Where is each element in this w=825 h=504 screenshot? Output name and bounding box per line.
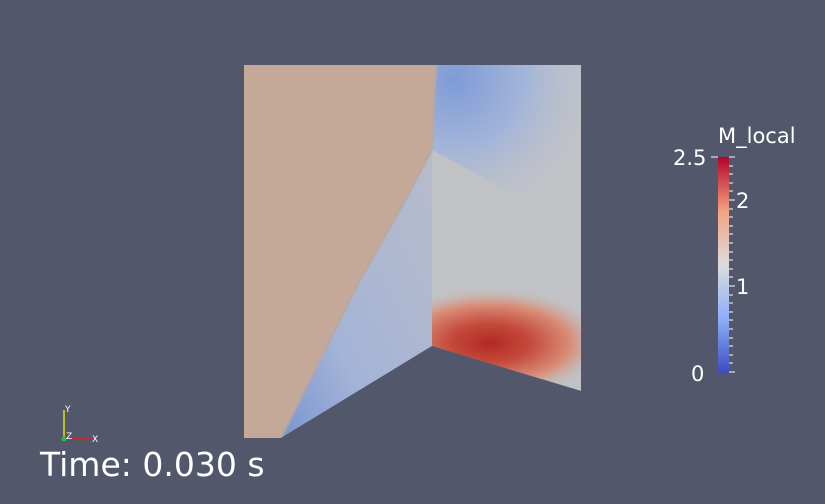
low-mach-upper-region	[432, 65, 581, 230]
domain-bottom-mask	[244, 439, 584, 504]
high-mach-region	[432, 250, 581, 391]
colorbar-tick-label-0: 0	[691, 362, 705, 386]
colorbar-ticks	[711, 156, 735, 373]
z-axis-dot	[61, 436, 67, 442]
flow-field-plot	[244, 64, 584, 504]
colorbar-tick-label-max: 2.5	[673, 146, 707, 170]
colorbar-tick-label-2: 2	[736, 189, 750, 213]
time-annotation: Time: 0.030 s	[40, 445, 265, 484]
colorbar-title: M_local	[718, 124, 796, 148]
uniform-region	[244, 65, 436, 438]
axes-triad: Y Z X	[61, 405, 98, 445]
shock-front	[279, 64, 438, 439]
colorbar-gradient	[718, 157, 729, 373]
triad-z-label: Z	[66, 432, 72, 442]
colorbar-tick-label-1: 1	[736, 275, 750, 299]
triad-y-label: Y	[64, 405, 71, 415]
triad-x-label: X	[92, 435, 98, 445]
colorbar	[711, 156, 735, 373]
